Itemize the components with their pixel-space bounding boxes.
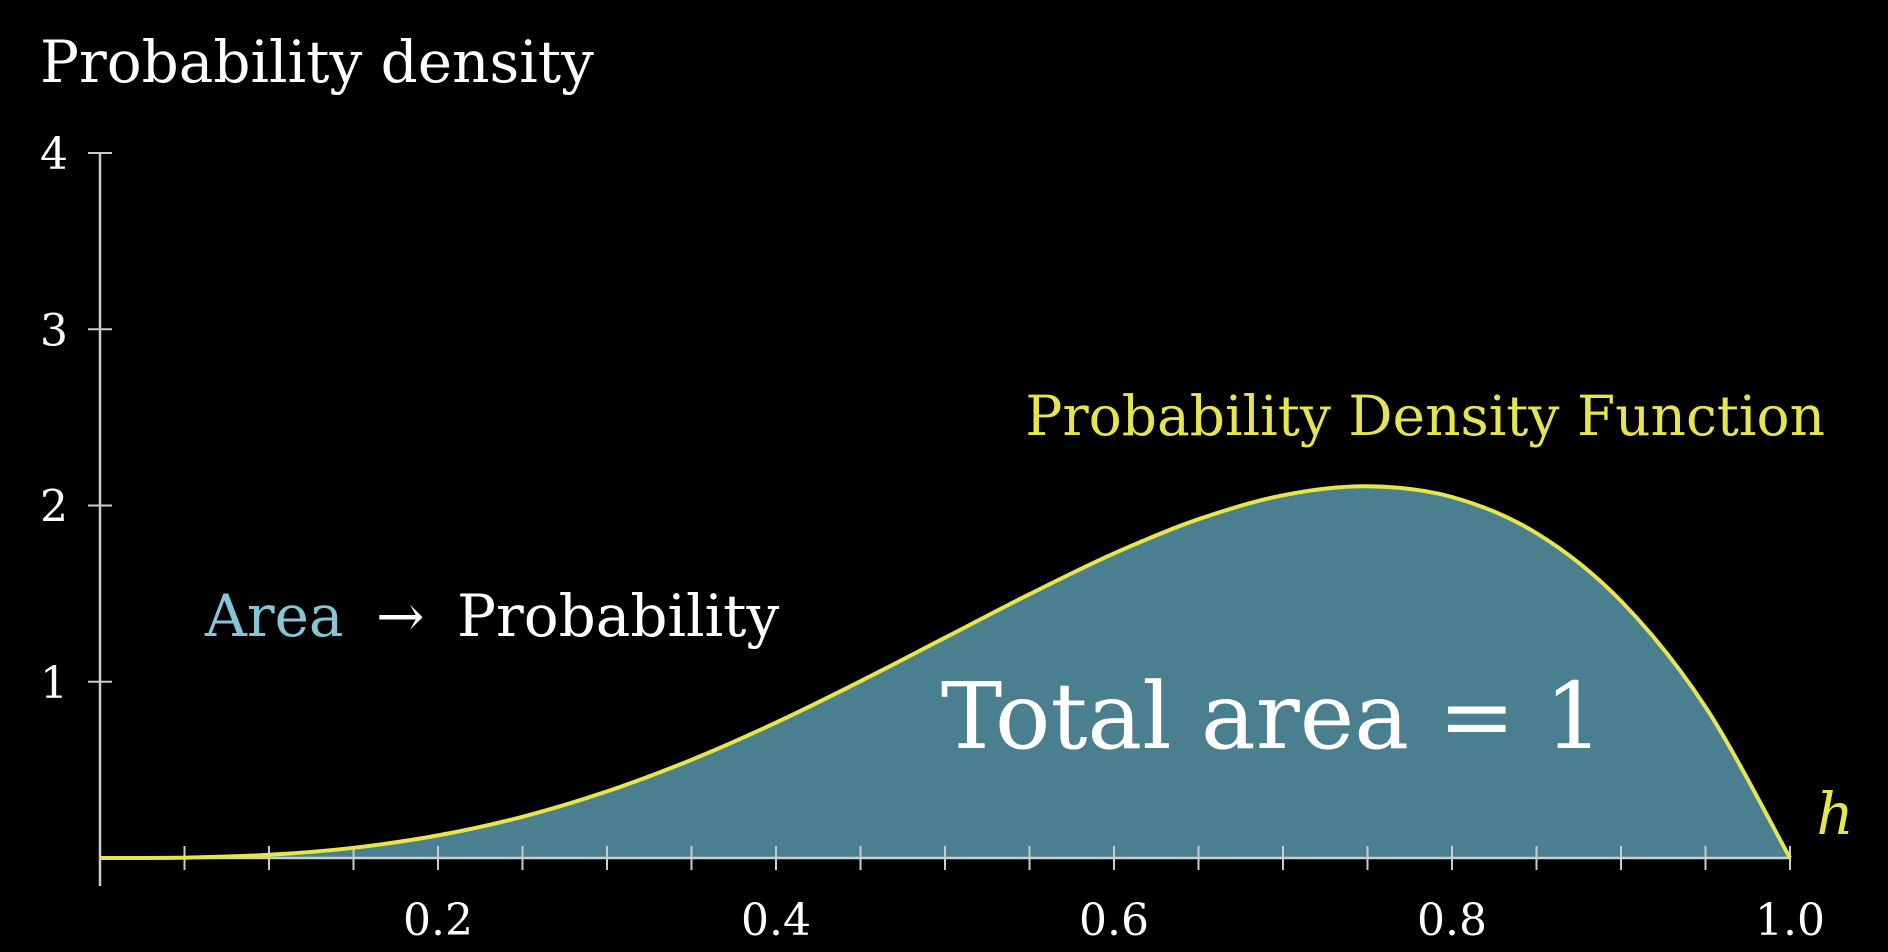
y-tick-label: 4 — [40, 129, 68, 180]
y-tick-label: 2 — [40, 482, 68, 533]
total-area-annotation: Total area = 1 — [941, 663, 1603, 770]
area-probability-annotation: Area → Probability — [204, 582, 779, 650]
x-tick-label: 0.4 — [741, 895, 811, 946]
x-tick-label: 1.0 — [1755, 895, 1825, 946]
x-tick-label: 0.6 — [1079, 895, 1149, 946]
x-tick-label: 0.2 — [403, 895, 473, 946]
area-under-curve — [100, 486, 1790, 858]
probability-word: Probability — [457, 582, 779, 650]
area-word: Area — [204, 582, 344, 650]
y-axis-label: Probability density — [40, 28, 594, 96]
x-axis-label: h — [1816, 780, 1853, 848]
arrow-symbol: → — [376, 582, 425, 650]
series-line-pdf — [99, 484, 1792, 860]
y-tick-label: 3 — [40, 305, 68, 356]
y-tick-label: 1 — [40, 658, 68, 709]
tick-labels: 0.2 0.4 0.6 0.8 1.0 1 2 3 4 — [40, 129, 1825, 946]
series-label-pdf: Probability Density Function — [1025, 384, 1825, 448]
x-tick-label: 0.8 — [1417, 895, 1487, 946]
tick-marks — [88, 152, 1791, 870]
